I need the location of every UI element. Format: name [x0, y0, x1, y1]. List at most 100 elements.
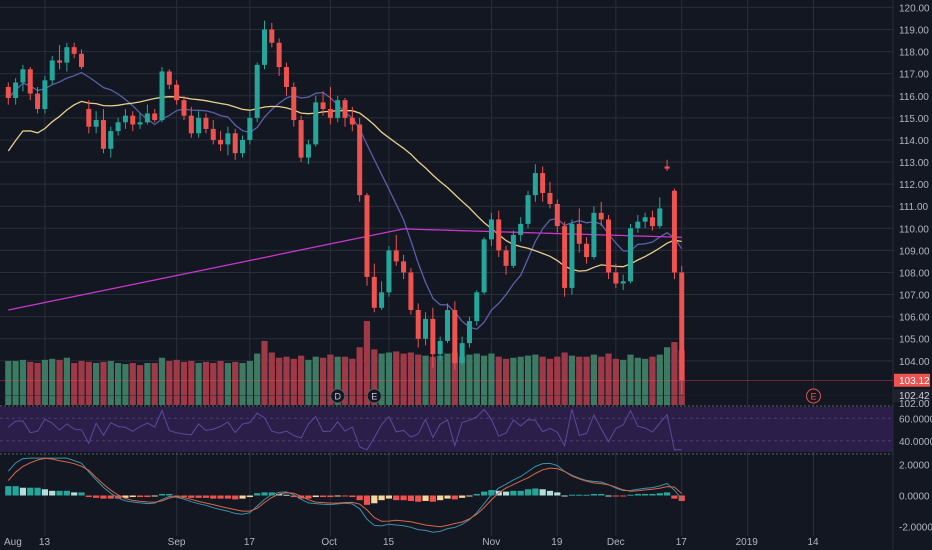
- candle-body[interactable]: [371, 276, 377, 308]
- candle-body[interactable]: [291, 86, 297, 121]
- candle-body[interactable]: [349, 117, 355, 125]
- candlesticks[interactable]: [5, 20, 685, 394]
- candle-body[interactable]: [598, 212, 604, 220]
- candle-body[interactable]: [503, 250, 509, 266]
- candle-body[interactable]: [100, 120, 106, 149]
- candle-body[interactable]: [342, 100, 348, 118]
- candle-body[interactable]: [518, 223, 524, 235]
- candle-body[interactable]: [159, 71, 165, 121]
- candle-body[interactable]: [401, 261, 407, 273]
- candle-body[interactable]: [379, 292, 385, 308]
- candle-body[interactable]: [115, 122, 121, 132]
- candle-body[interactable]: [584, 243, 590, 258]
- candle-body[interactable]: [42, 80, 48, 110]
- candle-body[interactable]: [79, 53, 84, 68]
- candle-body[interactable]: [13, 82, 19, 98]
- candle-body[interactable]: [247, 117, 253, 140]
- candle-body[interactable]: [20, 69, 26, 83]
- candle-body[interactable]: [130, 115, 136, 125]
- candle-body[interactable]: [671, 190, 677, 273]
- candle-body[interactable]: [408, 272, 414, 311]
- candle-body[interactable]: [452, 310, 458, 364]
- candle-body[interactable]: [423, 318, 429, 339]
- candle-body[interactable]: [122, 115, 128, 123]
- candle-body[interactable]: [562, 226, 568, 288]
- candle-body[interactable]: [313, 102, 319, 145]
- candle-body[interactable]: [166, 71, 172, 85]
- candle-body[interactable]: [635, 221, 641, 229]
- candle-body[interactable]: [298, 120, 304, 158]
- price-axis[interactable]: 120.00 119.00 118.00 117.00 116.00 115.00 114.…: [899, 3, 932, 533]
- candle-body[interactable]: [386, 250, 392, 293]
- candle-body[interactable]: [35, 93, 41, 110]
- candle-body[interactable]: [481, 239, 487, 293]
- candle-body[interactable]: [93, 120, 99, 127]
- candle-body[interactable]: [437, 340, 443, 355]
- candle-body[interactable]: [430, 318, 436, 355]
- candle-body[interactable]: [64, 47, 70, 63]
- candle-body[interactable]: [108, 131, 114, 149]
- candle-body[interactable]: [152, 113, 158, 121]
- candle-body[interactable]: [679, 272, 685, 381]
- candle-body[interactable]: [49, 60, 55, 81]
- candle-body[interactable]: [269, 29, 275, 43]
- candle-body[interactable]: [620, 281, 626, 284]
- candle-body[interactable]: [327, 109, 333, 118]
- candle-body[interactable]: [232, 133, 238, 154]
- candle-body[interactable]: [174, 84, 180, 101]
- candle-body[interactable]: [532, 173, 538, 196]
- candle-body[interactable]: [474, 292, 480, 322]
- candle-body[interactable]: [445, 310, 450, 341]
- candle-body[interactable]: [664, 166, 670, 169]
- candle-body[interactable]: [393, 250, 399, 262]
- candle-body[interactable]: [210, 128, 216, 140]
- candle-body[interactable]: [57, 60, 63, 63]
- candle-body[interactable]: [188, 115, 194, 134]
- candle-body[interactable]: [276, 42, 282, 68]
- candle-body[interactable]: [240, 139, 246, 154]
- candle-body[interactable]: [181, 100, 187, 116]
- candle-body[interactable]: [71, 47, 77, 54]
- candle-body[interactable]: [335, 100, 341, 118]
- candle-body[interactable]: [510, 234, 516, 266]
- candle-body[interactable]: [357, 124, 363, 196]
- candle-body[interactable]: [606, 219, 612, 273]
- candle-body[interactable]: [5, 86, 11, 98]
- candle-body[interactable]: [196, 117, 202, 134]
- candle-body[interactable]: [459, 343, 465, 364]
- candle-body[interactable]: [283, 67, 289, 87]
- candle-body[interactable]: [203, 117, 209, 129]
- candle-body[interactable]: [488, 219, 494, 240]
- candle-body[interactable]: [540, 173, 546, 193]
- candle-body[interactable]: [547, 192, 553, 204]
- candle-body[interactable]: [649, 217, 655, 227]
- pane-separators[interactable]: [0, 0, 894, 550]
- candle-body[interactable]: [86, 109, 92, 127]
- candle-body[interactable]: [466, 321, 472, 344]
- candle-body[interactable]: [305, 144, 311, 158]
- candle-body[interactable]: [415, 310, 421, 339]
- time-axis[interactable]: Aug 13 Sep 17 Oct 15 Nov 19 Dec 17 2019 14: [4, 537, 819, 548]
- candle-body[interactable]: [525, 195, 531, 224]
- candle-body[interactable]: [137, 122, 143, 125]
- candle-body[interactable]: [262, 29, 267, 65]
- candle-body[interactable]: [591, 212, 597, 258]
- candle-body[interactable]: [613, 272, 619, 284]
- candle-body[interactable]: [569, 223, 575, 288]
- candle-body[interactable]: [642, 217, 648, 222]
- candle-body[interactable]: [225, 133, 231, 145]
- macd-pane[interactable]: [5, 457, 685, 533]
- candle-body[interactable]: [320, 102, 326, 110]
- candle-body[interactable]: [364, 195, 370, 277]
- rsi-pane[interactable]: [0, 407, 893, 452]
- candle-body[interactable]: [576, 223, 582, 244]
- candle-body[interactable]: [554, 204, 560, 227]
- candle-body[interactable]: [144, 113, 150, 123]
- candle-body[interactable]: [254, 64, 260, 118]
- candle-body[interactable]: [628, 228, 633, 282]
- candle-body[interactable]: [27, 69, 33, 94]
- candle-body[interactable]: [657, 208, 663, 227]
- candle-body[interactable]: [218, 139, 224, 145]
- candle-body[interactable]: [496, 219, 502, 251]
